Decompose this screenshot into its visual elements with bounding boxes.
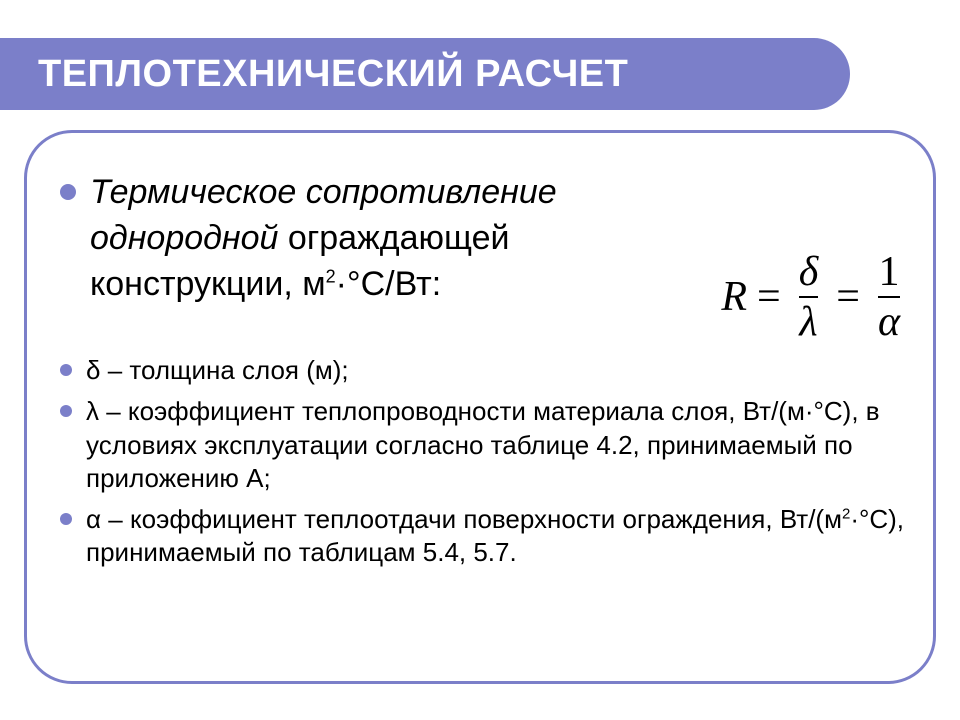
bullet-icon xyxy=(60,364,72,376)
list-item: δ – толщина слоя (м); xyxy=(60,354,930,387)
bullet-icon xyxy=(60,184,76,200)
fraction-bar-icon xyxy=(878,296,900,298)
bullet-icon xyxy=(60,513,72,525)
slide-title: ТЕПЛОТЕХНИЧЕСКИЙ РАСЧЕТ xyxy=(38,53,628,96)
fraction-bar-icon xyxy=(799,296,819,298)
formula-R: R xyxy=(721,273,747,321)
list-item: λ – коэффициент теплопроводности материа… xyxy=(60,395,930,495)
formula-frac2: 1 α xyxy=(878,250,900,344)
lead-text: Термическое сопротивление однородной огр… xyxy=(90,170,630,308)
def-1: δ – толщина слоя (м); xyxy=(86,354,349,387)
list-item: α – коэффициент теплоотдачи поверхности … xyxy=(60,503,930,570)
lead-after-sup: ·°С/Вт: xyxy=(336,265,442,303)
def-3: α – коэффициент теплоотдачи поверхности … xyxy=(86,503,930,570)
def-2: λ – коэффициент теплопроводности материа… xyxy=(86,395,930,495)
formula-num1: δ xyxy=(799,250,819,294)
formula: R = δ λ = 1 α xyxy=(721,250,908,344)
bullet-icon xyxy=(60,405,72,417)
formula-num2: 1 xyxy=(878,250,899,294)
formula-den1: λ xyxy=(799,300,817,344)
formula-eq1: = xyxy=(757,273,781,321)
slide: ТЕПЛОТЕХНИЧЕСКИЙ РАСЧЕТ Термическое сопр… xyxy=(0,0,960,720)
formula-eq2: = xyxy=(836,273,860,321)
definitions-list: δ – толщина слоя (м); λ – коэффициент те… xyxy=(60,354,930,578)
def-3-before: α – коэффициент теплоотдачи поверхности … xyxy=(86,504,842,534)
def-2-text: λ – коэффициент теплопроводности материа… xyxy=(86,396,880,493)
formula-den2: α xyxy=(878,300,900,344)
lead-sup: 2 xyxy=(326,266,336,286)
title-bar: ТЕПЛОТЕХНИЧЕСКИЙ РАСЧЕТ xyxy=(0,38,850,110)
formula-frac1: δ λ xyxy=(799,250,819,344)
